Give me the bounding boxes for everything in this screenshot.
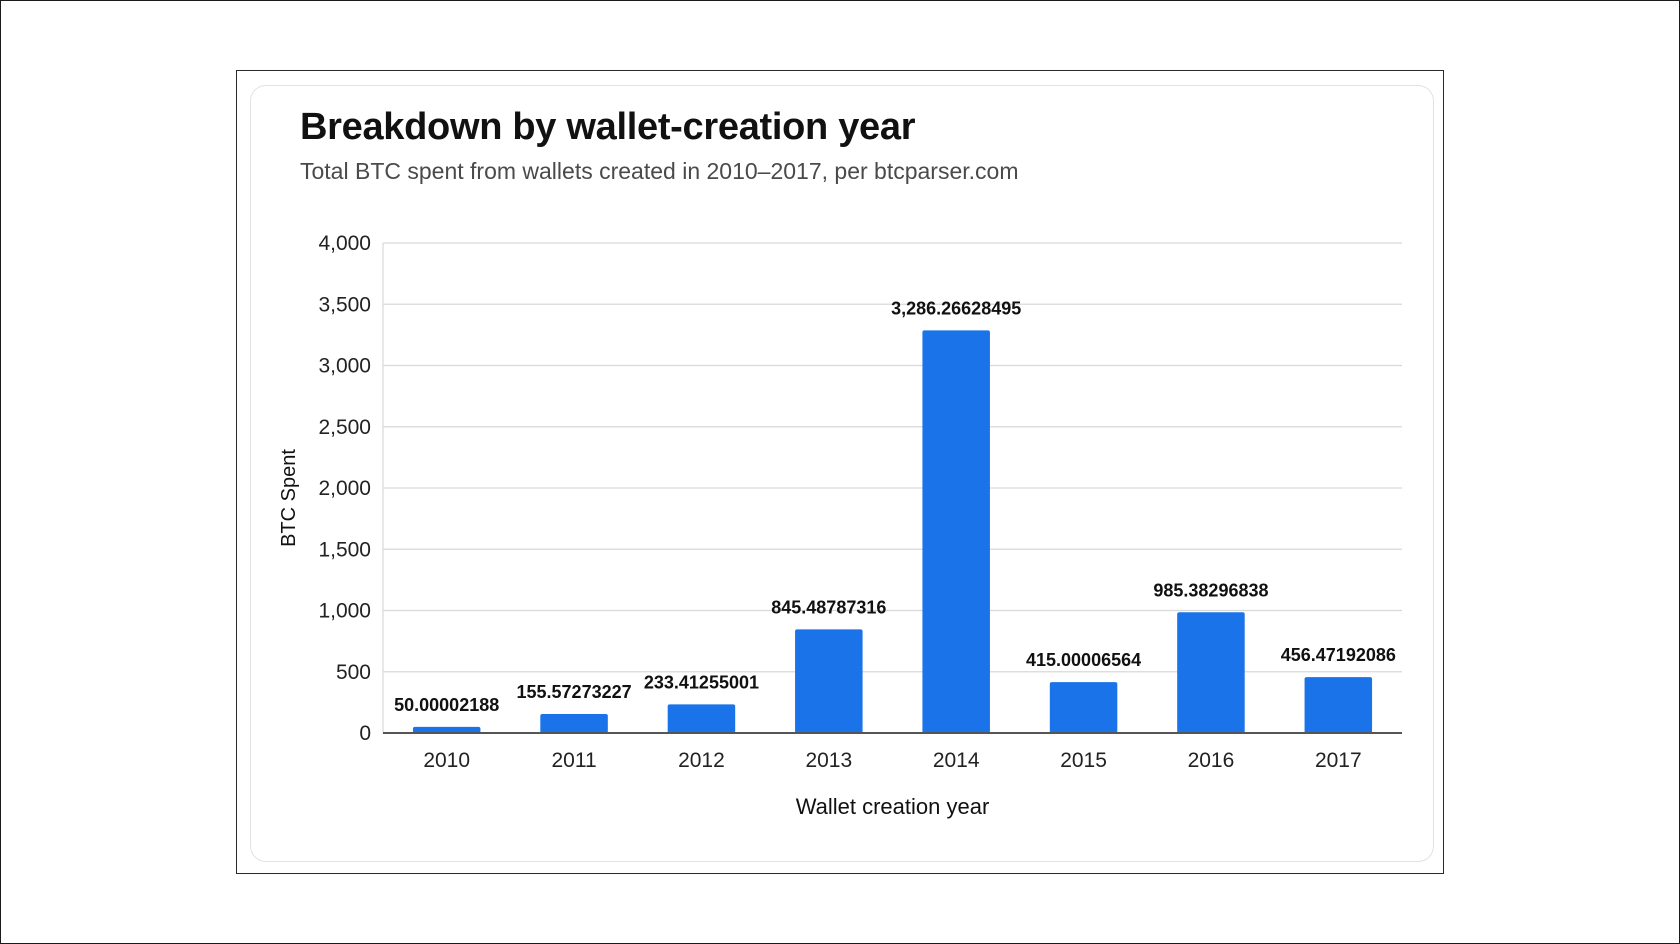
- y-axis-ticks: 0 500 1,000 1,500 2,000 2,500 3,000 3,500 4,000: [318, 232, 371, 745]
- data-label-2011: 155.57273227: [517, 682, 632, 702]
- x-tick-label-2010: 2010: [423, 749, 470, 772]
- bar-2014: [922, 330, 990, 733]
- y-tick-label: 0: [359, 722, 371, 745]
- bar-chart: 05001,0001,5002,0002,5003,0003,5004,000 …: [278, 232, 1402, 819]
- data-label-2016: 985.38296838: [1153, 580, 1268, 600]
- data-label-2014: 3,286.26628495: [891, 298, 1021, 318]
- x-tick-label-2016: 2016: [1188, 749, 1235, 772]
- bars: [412, 330, 1373, 733]
- data-label-2012: 233.41255001: [644, 672, 759, 692]
- y-tick-label: 3,000: [318, 355, 371, 378]
- x-tick-label-2012: 2012: [678, 749, 725, 772]
- bar-2011: [540, 713, 608, 733]
- x-tick-label-2013: 2013: [805, 749, 852, 772]
- x-tick-label-2017: 2017: [1315, 749, 1362, 772]
- bar-2015: [1049, 682, 1118, 733]
- chart-title: Breakdown by wallet-creation year: [300, 106, 916, 148]
- data-label-2015: 415.00006564: [1026, 650, 1141, 670]
- bar-2017: [1304, 677, 1373, 733]
- x-axis-ticks: 2010 2011 2012 2013 2014 2015 2016 2017: [423, 749, 1361, 772]
- bar-2010: [412, 726, 481, 733]
- y-tick-label: 500: [336, 661, 371, 684]
- y-tick-label: 2,500: [318, 416, 371, 439]
- y-axis-title: BTC Spent: [278, 449, 300, 547]
- y-tick-label: 2,000: [318, 477, 371, 500]
- x-axis-title: Wallet creation year: [796, 794, 990, 819]
- chart-subtitle: Total BTC spent from wallets created in …: [300, 158, 1019, 184]
- data-labels: 50.00002188 155.57273227 233.41255001 845.4…: [394, 298, 1396, 714]
- data-label-2017: 456.47192086: [1281, 645, 1396, 665]
- y-tick-label: 1,000: [318, 600, 371, 623]
- x-tick-label-2015: 2015: [1060, 749, 1107, 772]
- y-tick-label: 4,000: [318, 232, 371, 255]
- x-tick-label-2011: 2011: [551, 749, 596, 772]
- y-tick-label: 3,500: [318, 293, 371, 316]
- data-label-2010: 50.00002188: [394, 695, 499, 715]
- data-label-2013: 845.48787316: [771, 597, 886, 617]
- gridlines: [383, 242, 1402, 673]
- x-tick-label-2014: 2014: [933, 749, 980, 772]
- bar-2012: [667, 704, 736, 733]
- bar-2013: [795, 629, 863, 733]
- y-tick-label: 1,500: [318, 538, 371, 561]
- bar-2016: [1177, 612, 1245, 733]
